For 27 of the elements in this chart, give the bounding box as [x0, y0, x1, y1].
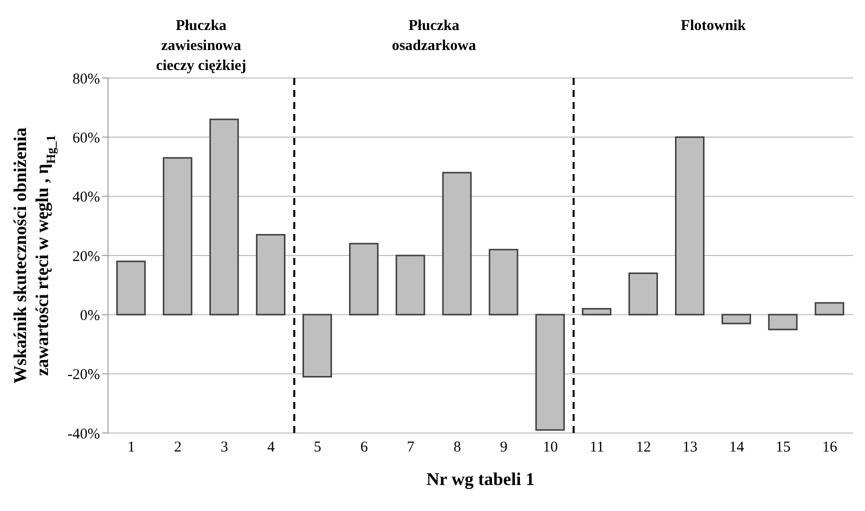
- text: Flotownik: [680, 18, 746, 34]
- y-tick-label: 60%: [72, 130, 100, 146]
- y-tick-label: -20%: [68, 367, 100, 384]
- x-tick-label: 11: [590, 440, 604, 456]
- x-tick-label: 12: [636, 440, 651, 456]
- x-tick-label: 8: [453, 440, 461, 456]
- x-tick-label: 4: [267, 440, 276, 456]
- x-tick-label: 14: [729, 440, 745, 456]
- x-tick-label: 6: [360, 440, 368, 456]
- y-tick-label: 80%: [72, 71, 100, 88]
- y-tick-label: 20%: [72, 248, 100, 265]
- text: Płuczka zawiesinowa cieczy ciężkiej: [156, 18, 246, 74]
- y-tick-label: 40%: [72, 190, 100, 206]
- y-tick-label: -40%: [68, 426, 100, 442]
- x-tick-label: 15: [776, 440, 791, 456]
- text: Płuczka osadzarkowa: [392, 18, 477, 54]
- x-tick-label: 7: [406, 440, 415, 456]
- x-tick-label: 10: [542, 440, 558, 456]
- x-tick-label: 2: [174, 440, 182, 456]
- x-axis-title: Nr wg tabeli 1: [426, 469, 535, 489]
- x-tick-label: 5: [314, 440, 322, 456]
- y-tick-label: 0%: [80, 308, 100, 324]
- x-tick-label: 13: [682, 440, 698, 456]
- x-tick-label: 1: [128, 440, 136, 456]
- x-tick-label: 9: [500, 440, 508, 456]
- x-tick-label: 3: [220, 440, 228, 456]
- x-tick-label: 16: [822, 440, 838, 456]
